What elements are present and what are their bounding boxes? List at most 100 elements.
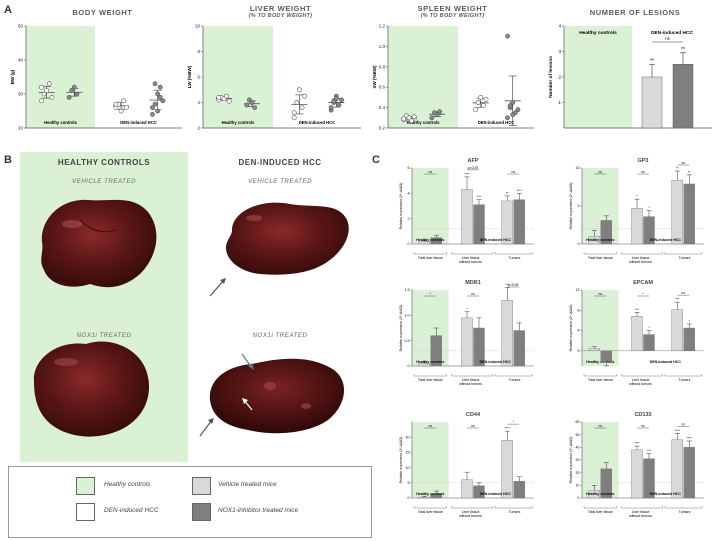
data-point [41, 91, 47, 97]
data-point [69, 88, 75, 93]
bar [683, 327, 695, 351]
significance-label: * [642, 292, 644, 296]
data-point [39, 98, 44, 104]
group-label-den: DEN-induced HCC [480, 492, 512, 496]
significance-label: ns [429, 424, 433, 428]
body-weight-chart: 20 30 40 50 BW (g) Healthy controls DEN-induce… [10, 24, 182, 131]
gene-title: GP3 [637, 158, 648, 164]
gene-chart-mdr1: MDR1 0 0.5 1.0 1.5 Relative expression (2^-ΔΔ… [399, 280, 534, 386]
group-label-den: DEN-induced HCC [650, 238, 682, 242]
data-point [294, 100, 300, 105]
x-label-tumors: Tumors [679, 256, 691, 260]
significance-label: ns [682, 161, 686, 165]
gene-title: CD44 [466, 412, 481, 418]
significance-stars: **** [675, 429, 681, 433]
data-point [505, 115, 510, 121]
spleen-weight-subtitle: (% TO BODY WEIGHT) [420, 13, 485, 19]
significance-label: ns [471, 424, 475, 428]
group-label-den: DEN-induced HCC [478, 120, 515, 125]
group-bracket [494, 506, 533, 509]
y-tick-label: 6 [197, 75, 200, 80]
bar [671, 439, 683, 499]
x-label-liver-tissue: Liver tissue [462, 510, 480, 514]
legend-healthy-label: Healthy controls [104, 481, 151, 488]
y-axis-label: BW (g) [10, 69, 15, 84]
healthy-region [582, 290, 619, 366]
bar [683, 183, 695, 245]
group-bracket [621, 252, 663, 255]
group-label-healthy: Healthy controls [222, 120, 255, 125]
x-label-without-tumors: without tumors [459, 260, 482, 264]
group-label-healthy: Healthy controls [586, 492, 614, 496]
significance-stars: *** [477, 195, 481, 199]
y-tick-label: 0.2 [379, 126, 386, 131]
x-label-liver-tissue: Liver tissue [462, 256, 480, 260]
data-point [121, 98, 127, 104]
gene-title: MDR1 [465, 280, 481, 286]
x-label-without-tumors: without tumors [629, 514, 652, 518]
arrow-icon [209, 278, 226, 297]
y-axis-label: Number of lesions [548, 56, 554, 98]
data-point [44, 88, 50, 93]
data-point [39, 84, 44, 90]
bar [631, 449, 643, 499]
bar [513, 330, 525, 367]
significance-stars: *** [635, 308, 639, 312]
y-tick-label: 0.5 [405, 339, 410, 343]
y-tick-label: 20 [406, 435, 410, 439]
bar [671, 309, 683, 351]
liver-photographs [33, 199, 349, 437]
y-tick-label: 0.6 [379, 85, 386, 90]
y-tick-label: 12 [576, 288, 580, 292]
data-point [434, 112, 440, 118]
healthy-region [412, 422, 449, 498]
liver-den-vehicle [226, 202, 349, 275]
significance-label: ns [471, 292, 475, 296]
bar [461, 479, 473, 499]
group-label-den: DEN-induced HCC [651, 30, 693, 36]
y-tick-label: 20 [576, 471, 580, 475]
significance-stars: **** [517, 189, 523, 193]
significance-label: ns [682, 422, 686, 426]
y-tick-label: 1.5 [405, 288, 410, 292]
significance-stars: *** [505, 283, 509, 287]
healthy-region [412, 168, 449, 244]
y-tick-label: 40 [576, 446, 580, 450]
group-bracket [451, 252, 493, 255]
y-tick-label: 5 [578, 204, 580, 208]
data-point [160, 98, 166, 104]
y-tick-label: 1.0 [405, 314, 410, 318]
data-point [328, 105, 334, 110]
x-label-tumors: Tumors [679, 378, 691, 382]
legend-vehicle-label: Vehicle treated mice [218, 481, 277, 488]
bar [501, 299, 513, 367]
significance-stars: **** [465, 172, 471, 176]
significance-stars: * [689, 319, 691, 323]
y-tick-label: 0 [408, 496, 410, 500]
den-nox1i-label: NOX1i TREATED [252, 332, 308, 339]
group-label-healthy: Healthy controls [416, 492, 444, 496]
data-point [216, 95, 222, 100]
y-axis-label: Relative expression (2^-ΔΔCt) [569, 183, 573, 230]
significance-stars: **** [635, 442, 641, 446]
body-weight-title: BODY WEIGHT [72, 8, 133, 17]
data-point [429, 115, 435, 121]
y-tick-label: 6 [408, 166, 410, 170]
significance-stars: ** [676, 167, 679, 171]
y-tick-label: 0 [408, 242, 410, 246]
y-axis-label: Relative expression (2^-ΔΔCt) [569, 437, 573, 484]
x-label-total-liver: Total liver tissue [588, 378, 613, 382]
data-point [510, 100, 516, 105]
significance-label: ns [599, 170, 603, 174]
data-point [333, 96, 339, 102]
data-point [66, 95, 72, 100]
y-tick-label: 4 [558, 24, 561, 29]
healthy-vehicle-label: VEHICLE TREATED [71, 178, 137, 185]
group-bracket [494, 252, 533, 255]
group-label-healthy: Healthy controls [586, 238, 614, 242]
y-tick-label: 0.8 [379, 64, 386, 69]
group-label-healthy: Healthy controls [416, 238, 444, 242]
